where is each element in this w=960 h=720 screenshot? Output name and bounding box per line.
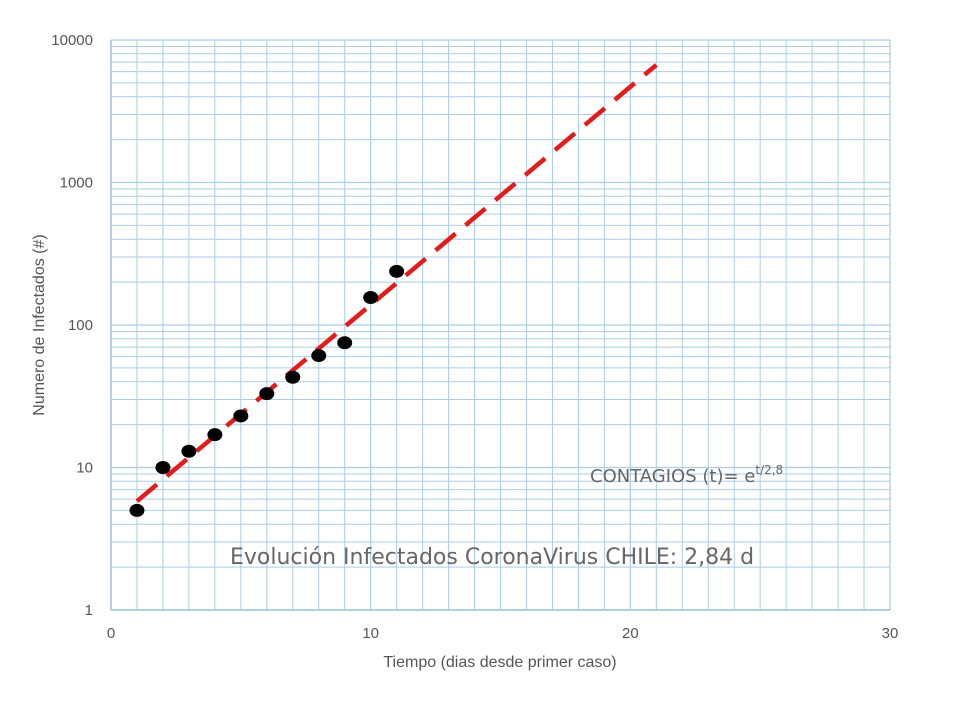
data-points — [129, 264, 405, 517]
data-point — [285, 370, 301, 384]
chart-title-annotation: Evolución Infectados CoronaVirus CHILE: … — [230, 545, 754, 570]
y-tick-label: 1000 — [60, 175, 93, 192]
data-point — [259, 387, 275, 401]
data-point — [389, 264, 405, 278]
data-point — [129, 503, 145, 517]
fit-line — [135, 63, 658, 503]
data-point — [363, 290, 379, 304]
tick-labels: 1 10 100 1000 10000 0 10 20 30 — [51, 32, 898, 642]
y-tick-label: 1 — [85, 602, 93, 619]
data-point — [233, 409, 249, 423]
fit-line-layer — [135, 63, 658, 503]
data-point — [207, 428, 223, 442]
data-point — [311, 349, 327, 363]
formula-base: CONTAGIOS (t)= e — [590, 466, 755, 487]
x-tick-label: 0 — [107, 625, 115, 642]
formula-exponent: t/2,8 — [755, 463, 783, 477]
y-axis-label: Numero de Infectados (#) — [31, 234, 48, 415]
y-tick-label: 10000 — [51, 32, 93, 49]
formula-annotation: CONTAGIOS (t)= et/2,8 — [590, 463, 783, 487]
data-point — [337, 336, 353, 350]
x-tick-label: 20 — [622, 625, 639, 642]
x-tick-label: 30 — [882, 625, 899, 642]
x-axis-label: Tiempo (dias desde primer caso) — [383, 654, 616, 671]
x-tick-label: 10 — [362, 625, 379, 642]
data-point — [155, 461, 171, 474]
axes — [110, 40, 890, 611]
y-tick-label: 100 — [68, 317, 93, 334]
data-point — [181, 444, 197, 458]
grid — [110, 39, 891, 611]
y-tick-label: 10 — [76, 460, 93, 477]
